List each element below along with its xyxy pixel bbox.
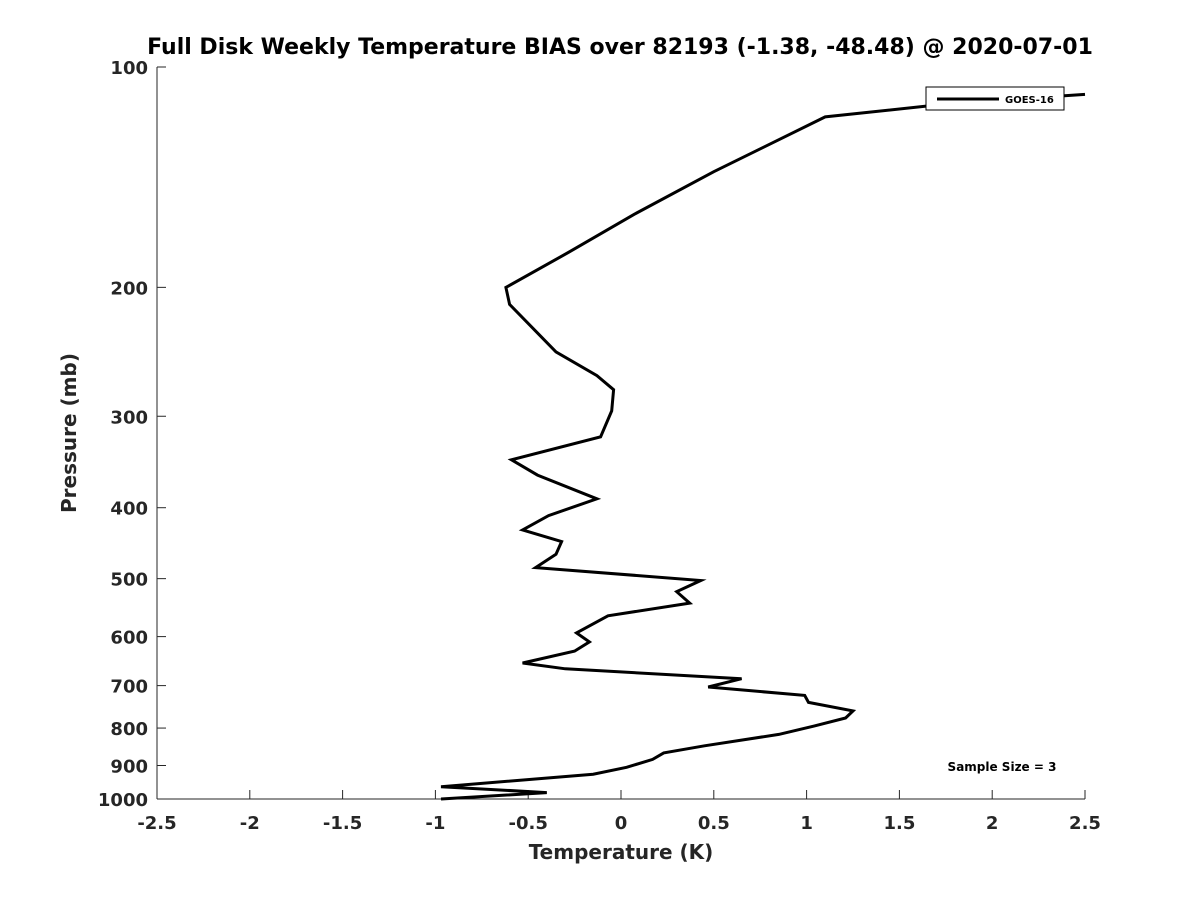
x-tick-label: 0.5 [698, 813, 730, 834]
y-tick-label: 1000 [98, 790, 148, 811]
series-line-goes-16 [440, 92, 1086, 801]
x-axis-label: Temperature (K) [529, 840, 714, 864]
y-tick-label: 100 [110, 58, 148, 79]
plot-background [157, 67, 1085, 799]
y-tick-label: 600 [110, 628, 148, 649]
x-tick-label: 0 [615, 813, 628, 834]
legend: GOES-16 [925, 86, 1065, 111]
sample-size-annotation: Sample Size = 3 [948, 760, 1057, 774]
x-tick-label: -0.5 [509, 813, 548, 834]
x-tick-label: 1 [800, 813, 813, 834]
y-axis-label: Pressure (mb) [57, 353, 81, 513]
plot-area [156, 67, 1085, 800]
y-tick-label: 300 [110, 407, 148, 428]
y-tick-label: 200 [110, 278, 148, 299]
x-tick-label: 2 [986, 813, 999, 834]
y-tick-label: 400 [110, 499, 148, 520]
x-tick-label: -1 [425, 813, 445, 834]
x-tick-label: -2 [240, 813, 260, 834]
x-axis-ticks: -2.5 -2 -1.5 -1 -0.5 0 0.5 1 1.5 2 2.5 [137, 790, 1101, 834]
x-tick-label: 2.5 [1069, 813, 1101, 834]
y-axis-ticks: 100 200 300 400 500 600 700 800 900 1000 [98, 58, 166, 811]
legend-label-goes-16: GOES-16 [1005, 95, 1054, 106]
x-tick-label: -2.5 [137, 813, 176, 834]
x-tick-label: 1.5 [883, 813, 915, 834]
y-tick-label: 700 [110, 677, 148, 698]
y-tick-label: 500 [110, 570, 148, 591]
y-tick-label: 800 [110, 719, 148, 740]
series-layer [440, 92, 1086, 801]
chart-title: Full Disk Weekly Temperature BIAS over 8… [147, 35, 1093, 60]
x-tick-label: -1.5 [323, 813, 362, 834]
y-tick-label: 900 [110, 757, 148, 778]
